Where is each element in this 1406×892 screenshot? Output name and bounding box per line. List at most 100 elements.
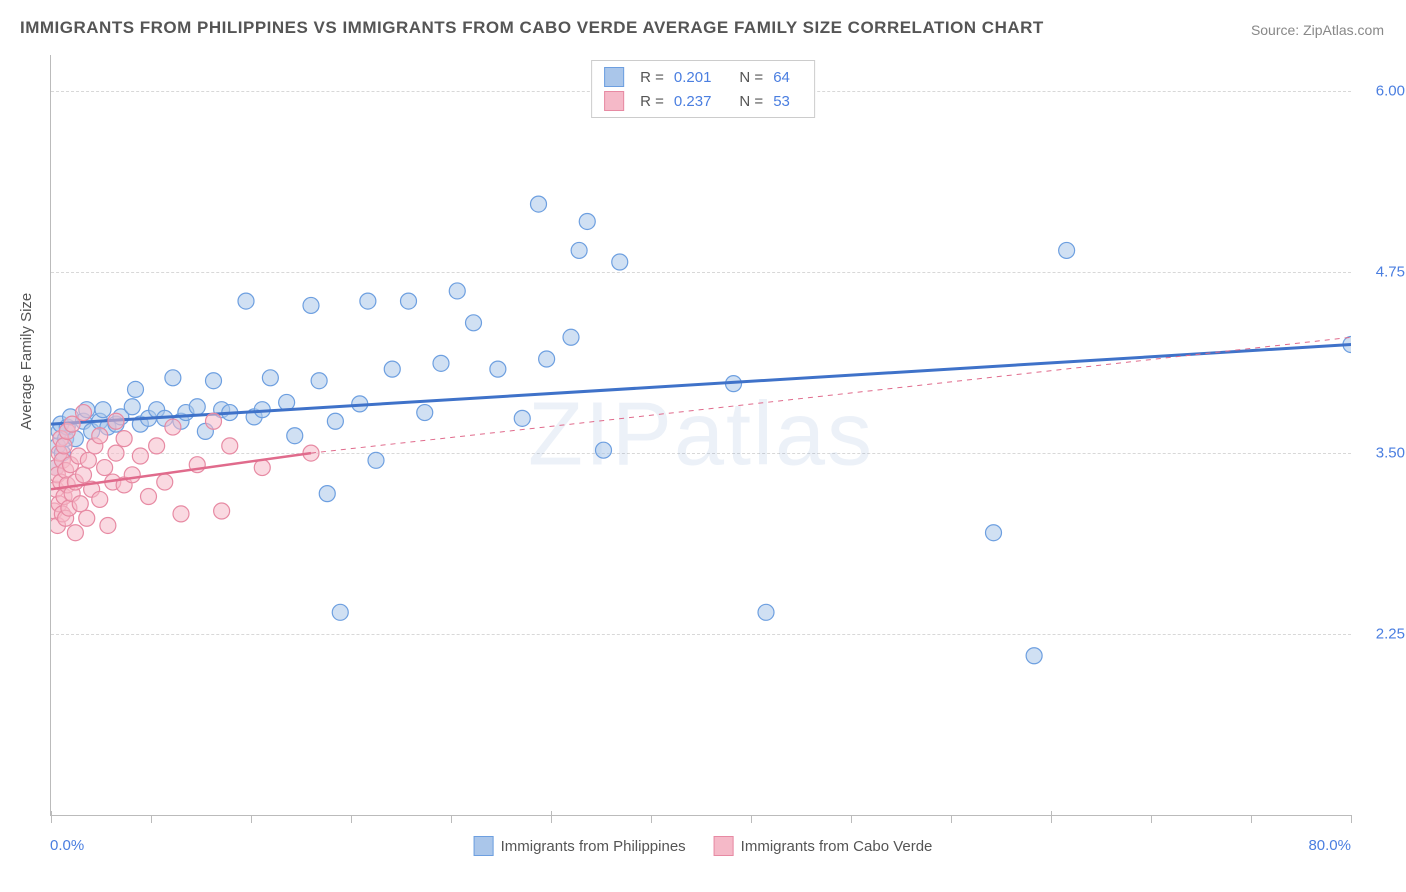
data-point	[173, 506, 189, 522]
x-axis-max-label: 80.0%	[1308, 837, 1351, 854]
chart-plot-area: ZIPatlas 2.253.504.756.00	[50, 55, 1351, 816]
correlation-legend: R = 0.201 N = 64 R = 0.237 N = 53	[591, 60, 815, 118]
x-tick	[951, 815, 952, 823]
data-point	[514, 410, 530, 426]
data-point	[206, 413, 222, 429]
data-point	[319, 486, 335, 502]
legend-item: Immigrants from Philippines	[474, 836, 686, 856]
data-point	[97, 460, 113, 476]
data-point	[579, 213, 595, 229]
x-tick	[251, 815, 252, 823]
y-tick-label: 6.00	[1376, 83, 1405, 100]
legend-swatch	[474, 836, 494, 856]
legend-swatch	[604, 91, 624, 111]
data-point	[157, 474, 173, 490]
data-point	[165, 370, 181, 386]
data-point	[67, 525, 83, 541]
data-point	[141, 489, 157, 505]
legend-r-label: R =	[640, 69, 664, 86]
data-point	[189, 399, 205, 415]
data-point	[132, 448, 148, 464]
data-point	[128, 381, 144, 397]
data-point	[1059, 242, 1075, 258]
data-point	[433, 355, 449, 371]
data-point	[222, 438, 238, 454]
x-tick	[851, 815, 852, 823]
data-point	[124, 467, 140, 483]
scatter-svg	[51, 55, 1351, 815]
x-tick	[1151, 815, 1152, 823]
data-point	[531, 196, 547, 212]
data-point	[76, 467, 92, 483]
trend-line	[51, 345, 1351, 425]
chart-title: IMMIGRANTS FROM PHILIPPINES VS IMMIGRANT…	[20, 18, 1044, 38]
x-tick	[1351, 815, 1352, 823]
data-point	[238, 293, 254, 309]
legend-label: Immigrants from Cabo Verde	[741, 838, 933, 855]
data-point	[108, 445, 124, 461]
data-point	[539, 351, 555, 367]
y-tick-label: 3.50	[1376, 445, 1405, 462]
data-point	[79, 510, 95, 526]
legend-n-label: N =	[739, 93, 763, 110]
x-tick	[751, 815, 752, 823]
data-point	[332, 604, 348, 620]
data-point	[56, 438, 72, 454]
legend-label: Immigrants from Philippines	[501, 838, 686, 855]
data-point	[254, 460, 270, 476]
data-point	[490, 361, 506, 377]
data-point	[360, 293, 376, 309]
data-point	[384, 361, 400, 377]
legend-row: R = 0.201 N = 64	[604, 65, 802, 89]
data-point	[100, 517, 116, 533]
data-point	[417, 405, 433, 421]
legend-n-value: 64	[773, 69, 790, 86]
data-point	[986, 525, 1002, 541]
source-attribution: Source: ZipAtlas.com	[1251, 22, 1384, 38]
data-point	[401, 293, 417, 309]
data-point	[368, 452, 384, 468]
y-axis-label: Average Family Size	[18, 293, 35, 430]
y-tick-label: 2.25	[1376, 626, 1405, 643]
x-tick	[451, 815, 452, 823]
data-point	[449, 283, 465, 299]
legend-r-label: R =	[640, 93, 664, 110]
legend-r-value: 0.237	[674, 93, 712, 110]
data-point	[563, 329, 579, 345]
legend-n-value: 53	[773, 93, 790, 110]
data-point	[1026, 648, 1042, 664]
series-legend: Immigrants from Philippines Immigrants fr…	[474, 836, 933, 856]
legend-row: R = 0.237 N = 53	[604, 89, 802, 113]
data-point	[116, 431, 132, 447]
data-point	[95, 402, 111, 418]
data-point	[466, 315, 482, 331]
legend-item: Immigrants from Cabo Verde	[714, 836, 933, 856]
data-point	[596, 442, 612, 458]
data-point	[76, 405, 92, 421]
x-axis-min-label: 0.0%	[50, 837, 84, 854]
data-point	[303, 297, 319, 313]
data-point	[758, 604, 774, 620]
legend-n-label: N =	[739, 69, 763, 86]
data-point	[327, 413, 343, 429]
data-point	[92, 428, 108, 444]
data-point	[165, 419, 181, 435]
x-tick	[151, 815, 152, 823]
data-point	[72, 496, 88, 512]
data-point	[206, 373, 222, 389]
legend-r-value: 0.201	[674, 69, 712, 86]
data-point	[262, 370, 278, 386]
legend-swatch	[714, 836, 734, 856]
data-point	[124, 399, 140, 415]
data-point	[108, 413, 124, 429]
legend-swatch	[604, 67, 624, 87]
data-point	[571, 242, 587, 258]
data-point	[612, 254, 628, 270]
data-point	[214, 503, 230, 519]
x-tick	[351, 815, 352, 823]
x-tick	[1251, 815, 1252, 823]
data-point	[149, 438, 165, 454]
data-point	[311, 373, 327, 389]
data-point	[80, 452, 96, 468]
y-tick-label: 4.75	[1376, 264, 1405, 281]
